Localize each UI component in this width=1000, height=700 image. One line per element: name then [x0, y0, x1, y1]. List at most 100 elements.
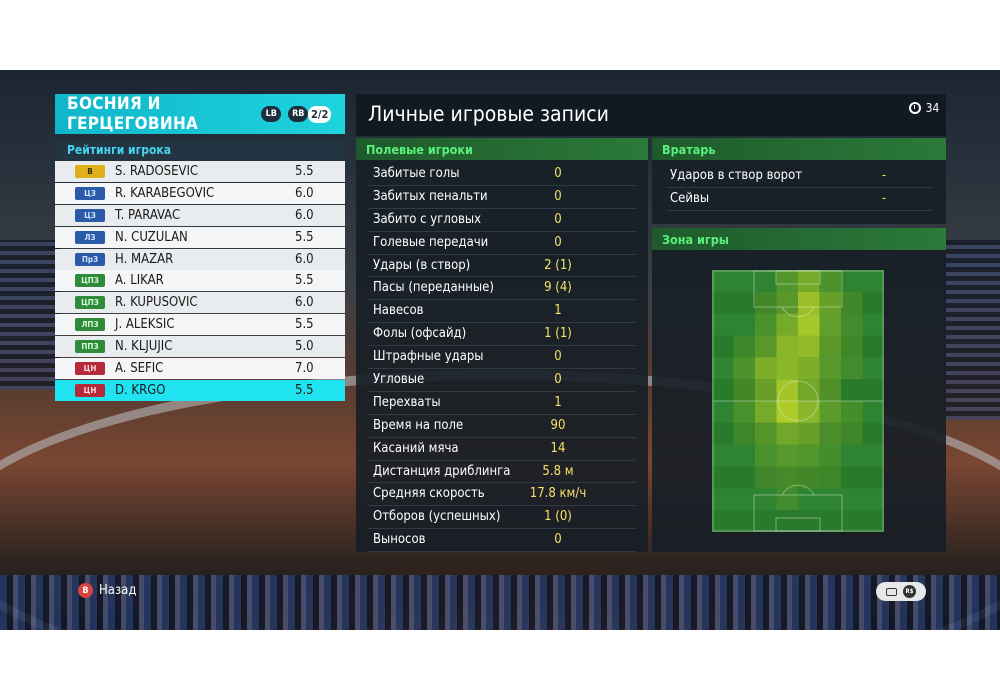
position-badge: ПрЗ	[75, 252, 105, 266]
heatmap-cell	[819, 335, 841, 358]
position-badge: ЦПЗ	[75, 274, 105, 288]
game-screen: БОСНИЯ И ГЕРЦЕГОВИНА LB RB 2/2 Рейтинги …	[0, 70, 1000, 630]
heatmap-cell	[776, 357, 798, 380]
heatmap-cell	[798, 401, 820, 423]
crowd-left	[0, 240, 60, 390]
records-header: Личные игровые записи 34	[356, 94, 946, 136]
heatmap-cell	[798, 379, 820, 401]
field-players-title: Полевые игроки	[356, 138, 648, 160]
heatmap-cell	[733, 379, 755, 401]
stat-row: Забитых пенальти 0	[368, 186, 636, 209]
stat-label: Перехваты	[373, 394, 441, 410]
heatmap-cell	[755, 291, 777, 314]
crowd-right	[945, 240, 1000, 420]
heatmap-cell	[819, 379, 841, 401]
position-badge: ЦЗ	[75, 186, 105, 200]
heatmap-cell	[755, 466, 777, 489]
stat-row: Забито с угловых 0	[368, 209, 636, 232]
stat-row: Выносов 0	[368, 529, 636, 553]
player-rating-row[interactable]: ЦЗ T. PARAVAC 6.0	[55, 204, 345, 226]
heatmap-cell	[776, 291, 798, 314]
player-rating-row[interactable]: ЦПЗ A. LIKAR 5.5	[55, 270, 345, 292]
pitch-markings	[712, 270, 884, 532]
player-rating: 6.0	[295, 295, 314, 311]
player-name: N. CUZULAN	[115, 229, 188, 245]
player-rating-row[interactable]: ЦПЗ R. KUPUSOVIC 6.0	[55, 292, 345, 314]
heatmap-cell	[819, 270, 841, 292]
heatmap-cell	[819, 291, 841, 314]
page-indicator: 2/2	[308, 105, 331, 123]
player-rating-row[interactable]: ЛПЗ J. ALEKSIC 5.5	[55, 314, 345, 336]
pitch-stripe	[712, 466, 884, 489]
heatmap-cell	[841, 313, 863, 336]
player-rating: 5.5	[295, 229, 314, 245]
player-rating: 7.0	[295, 361, 314, 377]
stat-label: Отборов (успешных)	[373, 509, 501, 525]
goalkeeper-title: Вратарь	[652, 138, 946, 160]
timer-value: 34	[925, 101, 940, 115]
heatmap-cell	[819, 466, 841, 489]
stat-row: Дистанция дриблинга 5.8 м	[368, 461, 636, 484]
stat-row: Касаний мяча 14	[368, 438, 636, 461]
player-rating-row[interactable]: ЛЗ N. CUZULAN 5.5	[55, 226, 345, 248]
heatmap-cell	[798, 444, 820, 467]
player-rating: 5.5	[295, 164, 314, 179]
player-rating-row[interactable]: В S. RADOSEVIC 5.5	[55, 161, 345, 182]
player-name: A. LIKAR	[115, 273, 164, 289]
stat-row: Навесов 1	[368, 300, 636, 324]
heatmap-cell	[798, 422, 820, 445]
team-name: БОСНИЯ И ГЕРЦЕГОВИНА	[67, 94, 199, 134]
stat-row: Средняя скорость 17.8 км/ч	[368, 483, 636, 507]
heatmap-cell	[798, 335, 820, 358]
player-rating-row[interactable]: ЦЗ R. KARABEGOVIC 6.0	[55, 182, 345, 204]
heatmap-cell	[798, 357, 820, 380]
controller-hints[interactable]: R$	[876, 582, 926, 601]
player-rating-row[interactable]: ЦН D. KRGO 5.5	[55, 379, 345, 401]
back-hint[interactable]: B Назад	[78, 583, 136, 598]
stat-label: Сейвы	[670, 191, 710, 206]
heatmap-cell	[776, 270, 798, 292]
heatmap-cell	[776, 401, 798, 423]
player-rating: 6.0	[295, 207, 314, 223]
stat-label: Забитые голы	[373, 166, 460, 181]
stat-value: 0	[554, 211, 562, 227]
stat-value: 0	[554, 372, 562, 388]
rb-button-icon[interactable]: RB	[288, 106, 309, 122]
ratings-title: Рейтинги игрока	[55, 140, 345, 160]
pitch-stripe	[712, 488, 884, 511]
player-name: R. KUPUSOVIC	[115, 295, 198, 311]
play-zone-title: Зона игры	[652, 228, 946, 250]
heatmap-cell	[776, 488, 798, 511]
stat-value: 1	[554, 303, 562, 319]
heatmap-cell	[819, 422, 841, 445]
heatmap-cell	[798, 466, 820, 489]
heatmap-cell	[733, 422, 755, 445]
chat-icon	[886, 587, 897, 596]
heatmap-cell	[755, 379, 777, 401]
heatmap-cell	[841, 401, 863, 423]
stat-row: Голевые передачи 0	[368, 232, 636, 255]
position-badge: ЛПЗ	[75, 318, 105, 332]
pitch-heatmap	[712, 270, 884, 532]
clock-icon	[908, 102, 921, 114]
player-rating: 6.0	[295, 251, 314, 267]
player-rating-row[interactable]: ПрЗ H. MAZAR 6.0	[55, 248, 345, 270]
stat-row: Штрафные удары 0	[368, 346, 636, 370]
team-header: БОСНИЯ И ГЕРЦЕГОВИНА LB RB 2/2	[55, 94, 345, 134]
heatmap-cell	[755, 313, 777, 336]
heatmap-cell	[819, 401, 841, 423]
stat-value: 0	[554, 166, 562, 181]
player-name: N. KLJUJIC	[115, 339, 173, 355]
position-badge: ЦН	[75, 383, 105, 397]
heatmap-cell	[776, 313, 798, 336]
stat-row: Угловые 0	[368, 369, 636, 392]
player-rating-row[interactable]: ЦН A. SEFIC 7.0	[55, 358, 345, 380]
player-name: R. KARABEGOVIC	[115, 185, 215, 201]
stat-label: Удары (в створ)	[373, 257, 471, 273]
player-name: T. PARAVAC	[115, 207, 181, 223]
player-rating-row[interactable]: ППЗ N. KLJUJIC 5.0	[55, 336, 345, 358]
stat-value: 2 (1)	[544, 257, 572, 273]
lb-button-icon[interactable]: LB	[261, 106, 282, 122]
stat-value: 1 (0)	[544, 509, 572, 525]
goalkeeper-stat-row: Ударов в створ ворот -	[666, 165, 932, 188]
